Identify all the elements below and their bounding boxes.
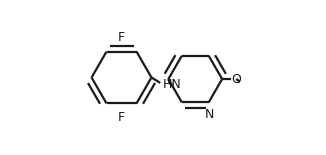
Text: F: F bbox=[118, 111, 125, 124]
Text: O: O bbox=[231, 73, 241, 86]
Text: HN: HN bbox=[163, 78, 182, 91]
Text: N: N bbox=[205, 108, 214, 121]
Text: F: F bbox=[118, 31, 125, 44]
